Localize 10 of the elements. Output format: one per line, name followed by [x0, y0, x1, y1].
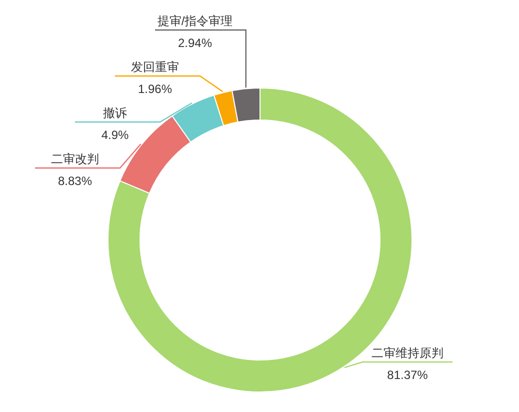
- data-label: 8.83%: [58, 174, 92, 188]
- slice-label: 提审/指令审理: [157, 14, 233, 28]
- data-label: 81.37%: [387, 368, 428, 382]
- data-label: 2.94%: [178, 36, 212, 50]
- slice-label: 发回重审: [131, 60, 179, 74]
- slice-label: 二审维持原判: [372, 346, 444, 360]
- data-label: 1.96%: [138, 82, 172, 96]
- slice-label: 撤诉: [103, 106, 127, 120]
- data-label: 4.9%: [101, 128, 129, 142]
- slice-label: 二审改判: [51, 152, 99, 166]
